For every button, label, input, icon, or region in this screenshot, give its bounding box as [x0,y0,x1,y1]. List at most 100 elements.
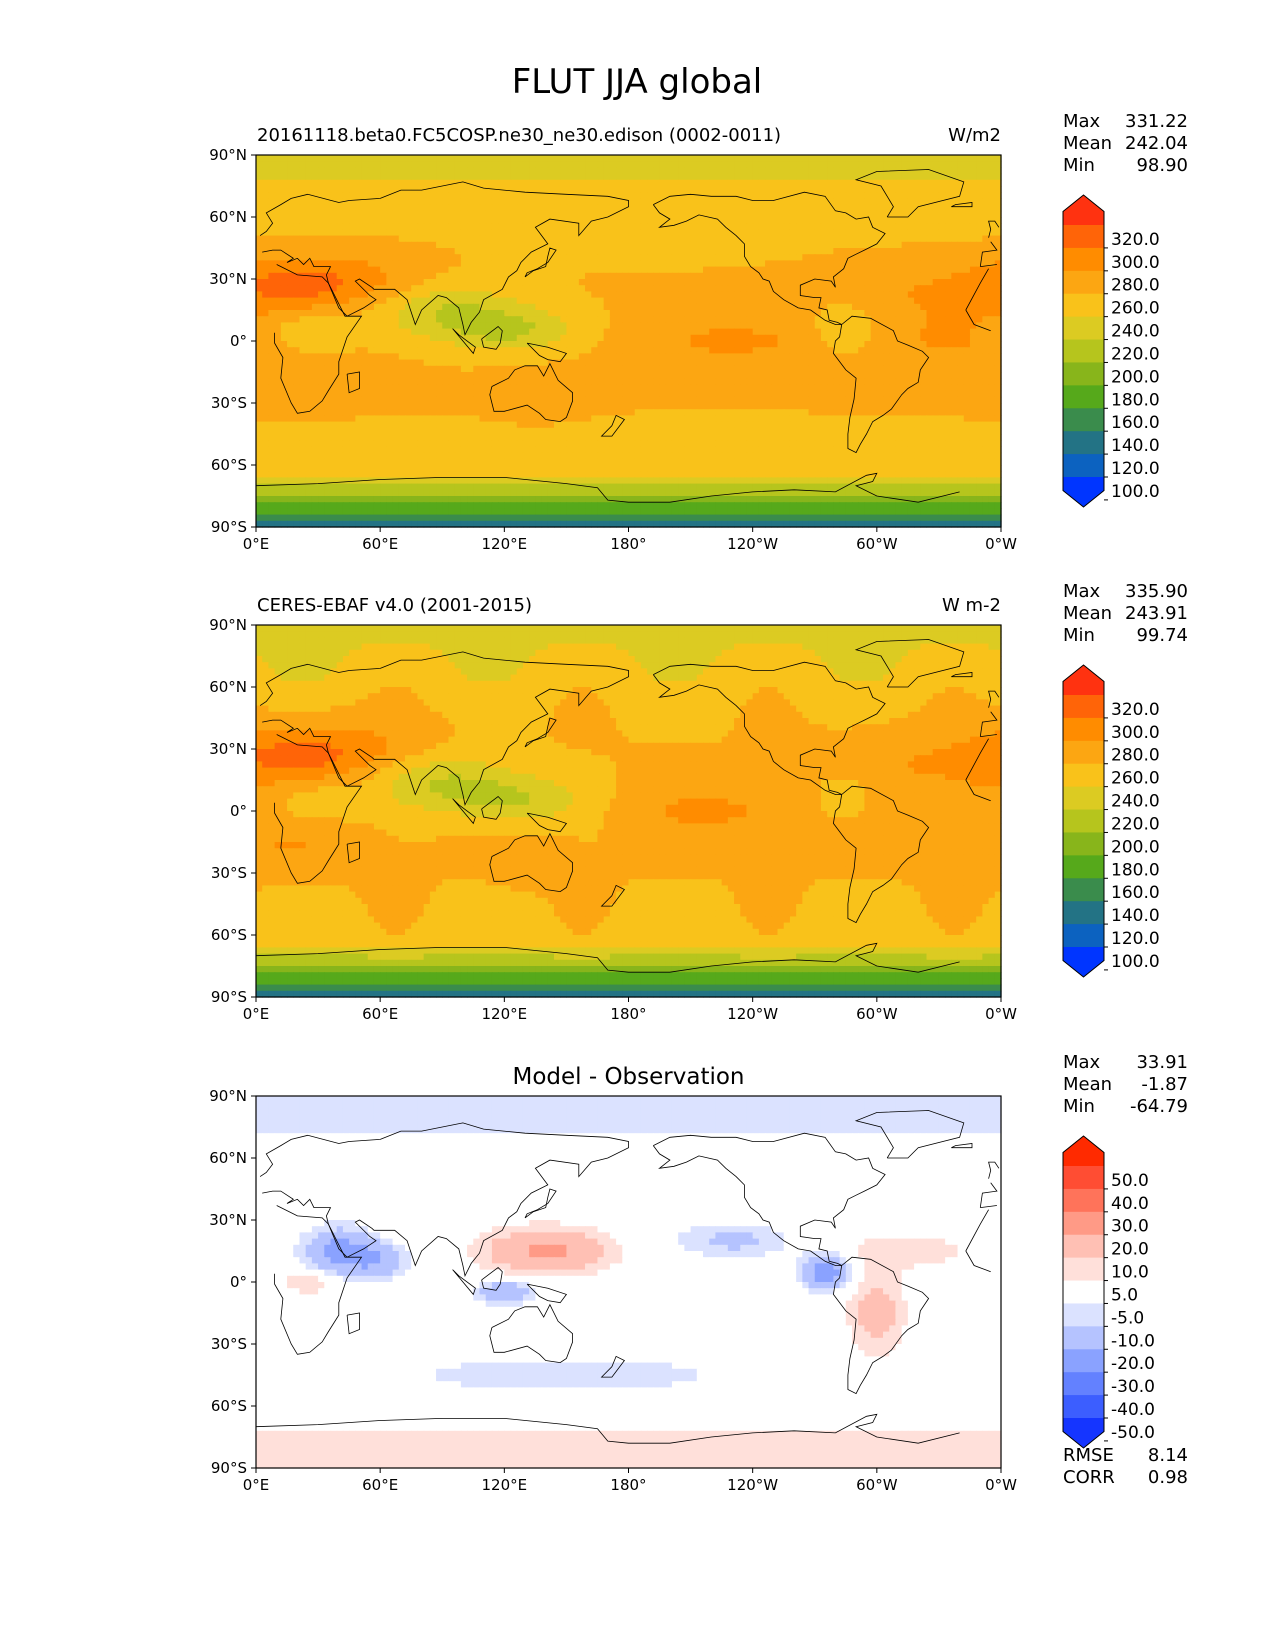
field-cell [287,291,294,299]
field-cell [473,285,481,292]
panels: 90°N60°N30°N0°30°S60°S90°S0°E 60°E 120°E 18… [209,111,1188,1494]
field-cell [765,155,772,162]
field-cell [721,204,729,212]
field-cell [622,192,630,199]
field-cell [417,297,425,305]
field-cell [920,316,928,323]
field-cell [578,260,586,268]
field-cell [280,310,288,317]
field-cell [386,241,394,249]
field-cell [938,316,946,323]
field-cell [845,359,853,367]
field-cell [678,254,685,261]
field-cell [429,372,437,379]
field-cell [858,359,866,367]
field-cell [678,204,685,212]
field-cell [380,285,387,292]
field-cell [727,186,735,193]
field-cell [603,204,611,212]
field-cell [820,173,828,181]
field-cell [336,365,344,373]
field-cell [945,316,952,323]
field-cell [585,310,592,317]
field-cell [311,279,319,286]
field-cell [703,322,710,330]
field-cell [566,347,574,354]
field-cell [870,272,878,280]
field-cell [671,217,679,224]
field-cell [982,316,990,323]
field-cell [386,229,394,237]
field-cell [560,334,568,342]
field-cell [529,310,536,317]
field-cell [628,198,636,206]
field-cell [765,384,772,392]
field-cell [752,372,760,379]
field-cell [876,155,884,162]
field-cell [392,254,400,261]
field-cell [647,254,654,261]
field-cell [405,384,412,392]
field-cell [330,217,338,224]
field-cell [460,310,468,317]
field-cell [609,365,617,373]
field-cell [380,179,387,187]
field-cell [578,279,586,286]
field-cell [945,192,952,199]
field-cell [386,223,394,230]
field-cell [299,322,307,330]
field-cell [957,341,965,348]
field-cell [938,254,946,261]
field-cell [740,403,748,410]
field-cell [808,186,816,193]
field-cell [616,198,623,206]
field-cell [870,186,878,193]
field-cell [727,372,735,379]
field-cell [529,316,536,323]
field-cell [268,254,276,261]
field-cell [814,372,822,379]
field-cell [429,291,437,299]
field-cell [485,198,493,206]
field-cell [510,198,518,206]
field-cell [585,260,592,268]
field-cell [305,347,313,354]
field-cell [373,241,381,249]
field-cell [808,378,816,385]
field-cell [845,161,853,168]
field-cell [684,272,692,280]
field-cell [299,198,307,206]
field-cell [845,223,853,230]
field-cell [454,341,462,348]
field-cell [740,341,748,348]
field-cell [969,204,977,212]
field-cell [740,310,748,317]
field-cell [442,403,450,410]
field-cell [746,384,754,392]
field-cell [491,229,499,237]
field-cell [262,403,270,410]
field-cell [647,179,654,187]
field-cell [951,303,959,311]
field-cell [498,173,505,181]
field-cell [671,353,679,361]
field-cell [876,198,884,206]
field-cell [256,396,263,404]
field-cell [709,347,717,354]
field-cell [957,223,965,230]
field-cell [895,372,903,379]
field-cell [789,347,797,354]
field-cell [963,316,971,323]
field-cell [833,179,841,187]
field-cell [417,372,425,379]
field-cell [994,155,1002,162]
field-cell [703,186,710,193]
field-cell [870,161,878,168]
field-cell [361,229,369,237]
field-cell [280,173,288,181]
field-cell [417,279,425,286]
field-cell [330,372,338,379]
field-cell [833,235,841,243]
field-cell [256,384,263,392]
field-cell [467,303,474,311]
